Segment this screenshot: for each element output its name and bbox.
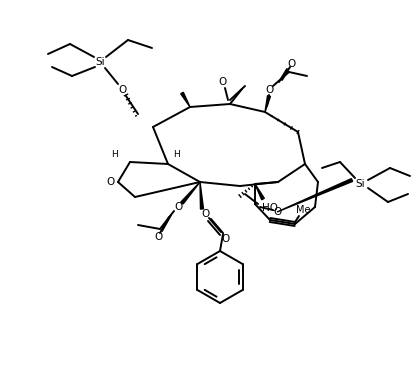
Text: O: O xyxy=(273,207,281,217)
Text: O: O xyxy=(118,85,126,95)
Polygon shape xyxy=(265,96,270,112)
Polygon shape xyxy=(181,182,200,204)
Polygon shape xyxy=(255,184,264,200)
Text: O: O xyxy=(287,59,295,69)
Text: O: O xyxy=(266,85,274,95)
Text: O: O xyxy=(218,77,226,87)
Text: O: O xyxy=(201,209,209,219)
Text: O: O xyxy=(174,202,182,212)
Text: Si: Si xyxy=(355,179,365,189)
Polygon shape xyxy=(181,92,190,107)
Text: H: H xyxy=(111,149,117,159)
Text: O: O xyxy=(106,177,114,187)
Text: O: O xyxy=(154,232,162,242)
Text: HO: HO xyxy=(262,203,278,213)
Polygon shape xyxy=(277,179,353,212)
Text: H: H xyxy=(173,149,179,159)
Text: Si: Si xyxy=(95,57,105,67)
Text: Me: Me xyxy=(296,205,310,215)
Text: O: O xyxy=(221,234,229,244)
Polygon shape xyxy=(200,182,204,209)
